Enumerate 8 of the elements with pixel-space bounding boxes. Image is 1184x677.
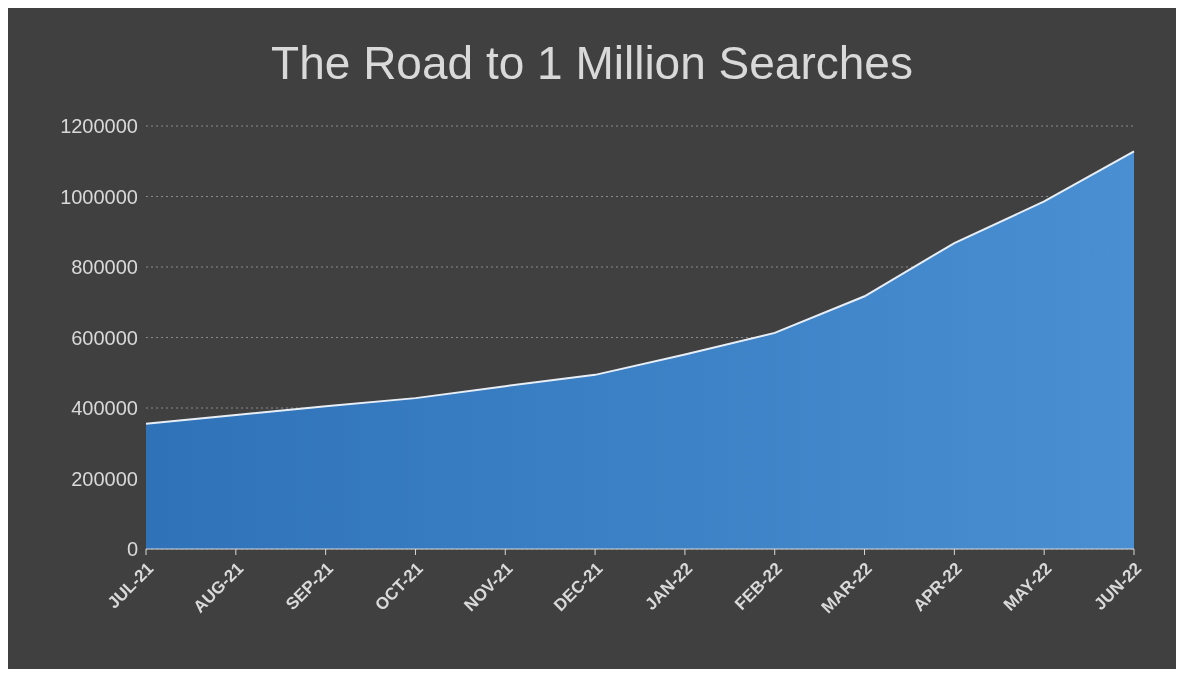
y-tick-label: 1200000 xyxy=(60,115,138,138)
y-tick-label: 400000 xyxy=(71,397,138,420)
y-tick-label: 200000 xyxy=(71,467,138,490)
y-tick-label: 1000000 xyxy=(60,185,138,208)
chart-title: The Road to 1 Million Searches xyxy=(270,36,914,91)
y-tick-label: 0 xyxy=(126,538,138,561)
y-tick-label: 600000 xyxy=(71,326,138,349)
y-tick-label: 800000 xyxy=(71,256,138,279)
